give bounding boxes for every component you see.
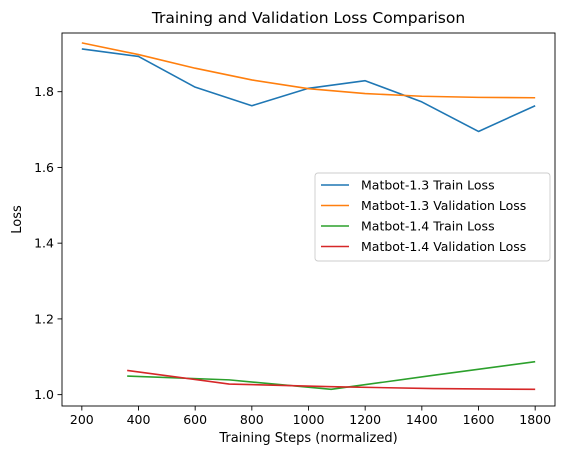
x-tick-label-1800: 1800 bbox=[519, 412, 551, 427]
legend-label-4: Matbot-1.4 Validation Loss bbox=[361, 239, 526, 254]
x-tick-label-400: 400 bbox=[127, 412, 151, 427]
y-tick-label-1: 1.2 bbox=[34, 311, 54, 326]
plot-area bbox=[81, 42, 536, 391]
y-tick-label-2: 1.4 bbox=[34, 236, 54, 251]
x-tick-label-1200: 1200 bbox=[349, 412, 381, 427]
legend-label-2: Matbot-1.3 Validation Loss bbox=[361, 198, 526, 213]
y-tick-label-3: 1.6 bbox=[34, 160, 54, 175]
y-tick-label-4: 1.8 bbox=[34, 84, 54, 99]
x-tick-label-1400: 1400 bbox=[406, 412, 438, 427]
y-axis-label: Loss bbox=[10, 205, 25, 234]
series-line-3 bbox=[127, 360, 536, 391]
series-line-2 bbox=[81, 42, 536, 99]
series-line-1 bbox=[81, 48, 536, 133]
y-tick-label-0: 1.0 bbox=[34, 387, 54, 402]
axes: 200 400 600 800 1000 1200 1400 1600 1800 1.0 1.2 1.… bbox=[34, 32, 556, 427]
x-tick-label-200: 200 bbox=[70, 412, 94, 427]
x-tick-label-800: 800 bbox=[240, 412, 264, 427]
chart-title: Training and Validation Loss Comparison bbox=[151, 9, 465, 27]
x-tick-label-600: 600 bbox=[183, 412, 207, 427]
legend-label-3: Matbot-1.4 Train Loss bbox=[361, 219, 495, 234]
x-axis-label: Training Steps (normalized) bbox=[218, 431, 397, 446]
legend-box bbox=[314, 172, 551, 262]
x-tick-label-1600: 1600 bbox=[463, 412, 495, 427]
series-line-4 bbox=[127, 369, 536, 391]
x-tick-label-1000: 1000 bbox=[293, 412, 325, 427]
legend-label-1: Matbot-1.3 Train Loss bbox=[361, 178, 495, 193]
legend: Matbot-1.3 Train Loss Matbot-1.3 Validati… bbox=[314, 172, 551, 262]
